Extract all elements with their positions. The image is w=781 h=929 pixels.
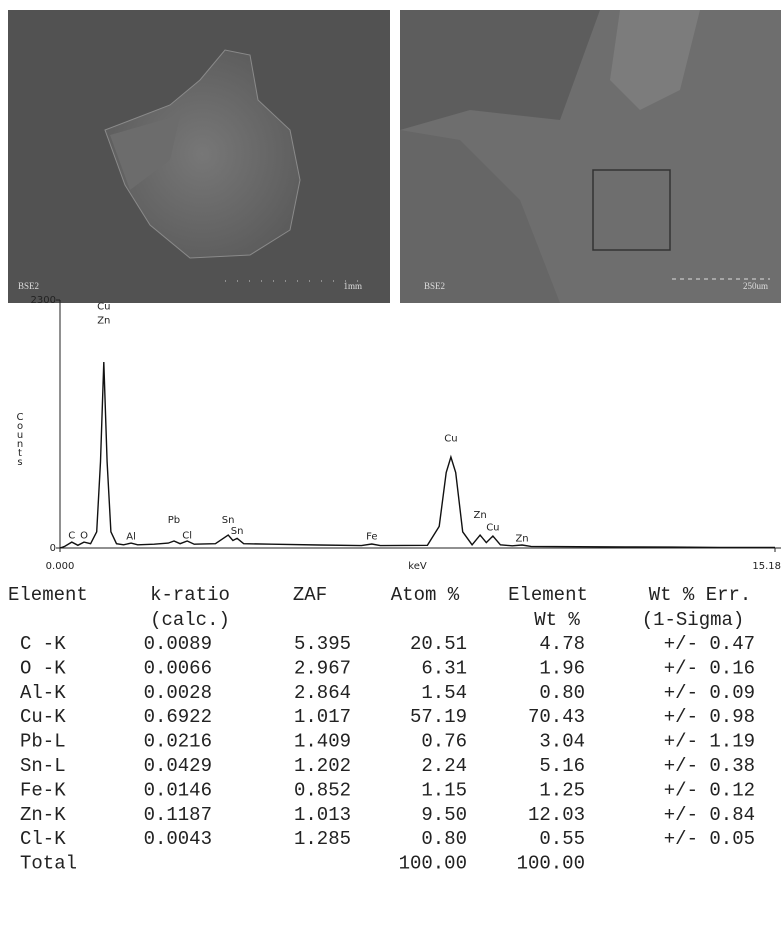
table-cell: 57.19 bbox=[410, 706, 467, 728]
column-header: Element bbox=[508, 584, 588, 606]
table-cell: 1.285 bbox=[294, 828, 351, 850]
table-cell: 0.0028 bbox=[144, 682, 212, 704]
table-cell: Cl-K bbox=[20, 828, 66, 850]
table-cell: +/- 0.09 bbox=[664, 682, 755, 704]
table-cell: 5.395 bbox=[294, 633, 351, 655]
peak-label: Zn bbox=[474, 510, 487, 521]
table-cell: Sn-L bbox=[20, 755, 66, 777]
column-header: (1-Sigma) bbox=[642, 609, 745, 631]
total-cell: 100.00 bbox=[399, 853, 467, 875]
table-cell: 2.864 bbox=[294, 682, 351, 704]
table-cell: 1.013 bbox=[294, 804, 351, 826]
table-cell: 0.80 bbox=[421, 828, 467, 850]
peak-label: Zn bbox=[97, 316, 110, 327]
table-cell: 5.16 bbox=[539, 755, 585, 777]
spectrum-line bbox=[59, 361, 776, 549]
table-cell: 20.51 bbox=[410, 633, 467, 655]
sem-image-left: BSE2 1mm bbox=[8, 10, 390, 303]
peak-label: Fe bbox=[366, 531, 377, 542]
table-cell: +/- 0.12 bbox=[664, 779, 755, 801]
table-cell: 0.6922 bbox=[144, 706, 212, 728]
table-cell: 1.25 bbox=[539, 779, 585, 801]
table-cell: 0.0089 bbox=[144, 633, 212, 655]
y-axis-label: Counts bbox=[15, 412, 26, 466]
column-header: Wt % Err. bbox=[649, 584, 752, 606]
table-cell: 0.0146 bbox=[144, 779, 212, 801]
table-cell: 0.0066 bbox=[144, 657, 212, 679]
peak-label: Sn bbox=[231, 526, 244, 537]
table-cell: 1.202 bbox=[294, 755, 351, 777]
column-header: k-ratio bbox=[150, 584, 230, 606]
table-cell: +/- 0.05 bbox=[664, 828, 755, 850]
table-cell: 0.80 bbox=[539, 682, 585, 704]
image-label: BSE2 bbox=[424, 281, 445, 291]
table-cell: 0.852 bbox=[294, 779, 351, 801]
table-cell: 1.96 bbox=[539, 657, 585, 679]
table-cell: 6.31 bbox=[421, 657, 467, 679]
table-cell: 0.0043 bbox=[144, 828, 212, 850]
table-cell: 1.15 bbox=[421, 779, 467, 801]
x-tick-label: 0.000 bbox=[46, 561, 75, 572]
column-header: Element bbox=[8, 584, 88, 606]
peak-label: Cl bbox=[182, 530, 192, 541]
table-cell: 2.24 bbox=[421, 755, 467, 777]
table-cell: +/- 0.98 bbox=[664, 706, 755, 728]
table-cell: 0.55 bbox=[539, 828, 585, 850]
image-label: BSE2 bbox=[18, 281, 39, 291]
x-axis-label: keV bbox=[408, 561, 427, 572]
table-cell: Zn-K bbox=[20, 804, 66, 826]
total-cell: 100.00 bbox=[517, 853, 585, 875]
peak-label: Pb bbox=[168, 515, 180, 526]
scale-label: 250um bbox=[743, 281, 768, 291]
column-header: ZAF bbox=[293, 584, 327, 606]
table-cell: +/- 0.47 bbox=[664, 633, 755, 655]
table-cell: +/- 0.84 bbox=[664, 804, 755, 826]
table-cell: 9.50 bbox=[421, 804, 467, 826]
table-cell: +/- 0.16 bbox=[664, 657, 755, 679]
table-cell: +/- 1.19 bbox=[664, 731, 755, 753]
table-cell: 0.76 bbox=[421, 731, 467, 753]
column-header: (calc.) bbox=[150, 609, 230, 631]
table-cell: C -K bbox=[20, 633, 66, 655]
sem-image-right: BSE2 250um bbox=[400, 10, 781, 303]
peak-label: Sn bbox=[222, 515, 235, 526]
column-header: Atom % bbox=[391, 584, 460, 606]
table-cell: 0.0429 bbox=[144, 755, 212, 777]
peak-label: Cu bbox=[486, 523, 499, 534]
table-cell: 70.43 bbox=[528, 706, 585, 728]
table-cell: Cu-K bbox=[20, 706, 66, 728]
table: Element k-ratio ZAF Atom % Element Wt % Err. (… bbox=[8, 584, 755, 875]
peak-label: C bbox=[68, 530, 75, 541]
y-tick-label: 0 bbox=[50, 543, 56, 554]
table-cell: 4.78 bbox=[539, 633, 585, 655]
table-cell: 0.0216 bbox=[144, 731, 212, 753]
peak-label: Al bbox=[126, 531, 136, 542]
table-cell: +/- 0.38 bbox=[664, 755, 755, 777]
table-cell: 2.967 bbox=[294, 657, 351, 679]
y-tick-label: 2300 bbox=[31, 295, 56, 306]
table-cell: 1.017 bbox=[294, 706, 351, 728]
table-cell: 0.1187 bbox=[144, 804, 212, 826]
table-cell: 3.04 bbox=[539, 731, 585, 753]
peak-label: Cu bbox=[444, 433, 457, 444]
table-cell: Pb-L bbox=[20, 731, 66, 753]
table-cell: Al-K bbox=[20, 682, 66, 704]
table-cell: 12.03 bbox=[528, 804, 585, 826]
table-cell: O -K bbox=[20, 657, 66, 679]
scale-label: 1mm bbox=[343, 281, 362, 291]
peak-label: Cu bbox=[97, 302, 110, 313]
x-tick-label: 15.18 bbox=[752, 561, 781, 572]
table-cell: 1.409 bbox=[294, 731, 351, 753]
column-header: Wt % bbox=[534, 609, 580, 631]
zoom-box bbox=[592, 169, 671, 251]
peak-label: Zn bbox=[515, 534, 528, 545]
table-cell: 1.54 bbox=[421, 682, 467, 704]
total-label: Total bbox=[20, 853, 77, 875]
peak-label: O bbox=[80, 530, 88, 541]
table-cell: Fe-K bbox=[20, 779, 66, 801]
